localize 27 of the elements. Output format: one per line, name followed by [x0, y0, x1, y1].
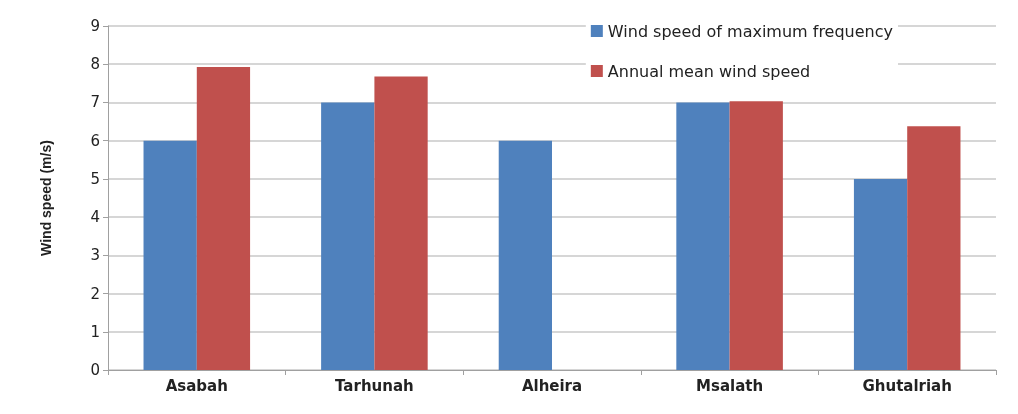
- bar: [907, 126, 961, 370]
- y-tick-label: 4: [90, 208, 100, 227]
- bar: [729, 101, 783, 370]
- legend-label: Annual mean wind speed: [607, 61, 811, 81]
- y-tick-label: 9: [90, 17, 100, 35]
- y-tick-label: 5: [90, 169, 100, 188]
- x-tick-label: Msalath: [696, 376, 764, 395]
- bar: [374, 76, 428, 370]
- x-tick-label: Ghutalriah: [862, 376, 952, 395]
- y-tick-label: 6: [90, 131, 100, 150]
- y-tick-label: 7: [90, 93, 100, 112]
- y-tick-label: 0: [90, 361, 100, 379]
- y-tick-label: 1: [90, 322, 100, 341]
- bar: [676, 102, 730, 370]
- y-tick-label: 2: [90, 284, 100, 303]
- bar: [143, 140, 197, 370]
- bar: [853, 178, 908, 370]
- bar: [196, 66, 251, 370]
- y-tick-label: 3: [90, 246, 100, 265]
- legend-label: Wind speed of maximum frequency: [607, 21, 894, 41]
- y-tick-label: 8: [90, 55, 100, 74]
- bar: [321, 102, 375, 370]
- y-axis-title: Wind speed (m/s): [38, 140, 54, 256]
- x-tick-label: Alheira: [521, 376, 583, 395]
- x-tick-label: Tarhunah: [335, 376, 414, 395]
- x-tick-label: Asabah: [165, 376, 228, 395]
- bar: [498, 140, 552, 370]
